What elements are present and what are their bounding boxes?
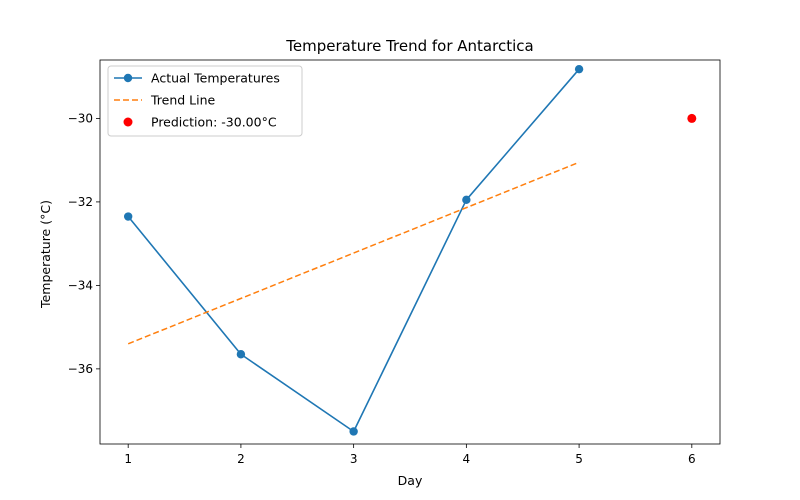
y-tick-label: −36	[68, 362, 93, 376]
legend-label: Actual Temperatures	[151, 71, 280, 86]
prediction-point	[687, 113, 697, 123]
x-tick-label: 5	[575, 452, 583, 466]
data-point-actual-temperature	[123, 212, 133, 221]
y-tick-label: −34	[68, 278, 93, 292]
data-point-actual-temperature	[574, 64, 584, 74]
x-axis-label: Day	[398, 473, 423, 488]
data-point-actual-temperature	[349, 427, 358, 436]
x-tick-label: 6	[688, 452, 696, 466]
y-tick-label: −32	[68, 195, 93, 209]
x-tick-label: 4	[463, 452, 471, 466]
legend-label: Trend Line	[150, 93, 216, 108]
x-tick-label: 3	[350, 452, 358, 466]
legend-box	[107, 65, 303, 137]
legend: Actual Temperatures Trend Line Prediction:…	[107, 65, 303, 137]
data-point-actual-temperature	[462, 195, 471, 205]
chart-title: Temperature Trend for Antarctica	[285, 37, 533, 55]
plot-frame	[99, 59, 721, 445]
x-tick-label: 2	[237, 452, 245, 466]
data-point-actual-temperature	[236, 350, 246, 359]
series-line-trend	[127, 161, 580, 345]
plot-area: 1 2 3 4 5 6 −36 −34 −32 −30	[68, 59, 721, 466]
legend-swatch-marker	[123, 73, 133, 83]
legend-label: Prediction: -30.00°C	[151, 115, 277, 130]
x-tick-label: 1	[124, 452, 132, 466]
y-axis-label: Temperature (°C)	[38, 200, 53, 309]
legend-swatch-dot	[123, 117, 133, 127]
y-tick-label: −30	[68, 111, 93, 125]
